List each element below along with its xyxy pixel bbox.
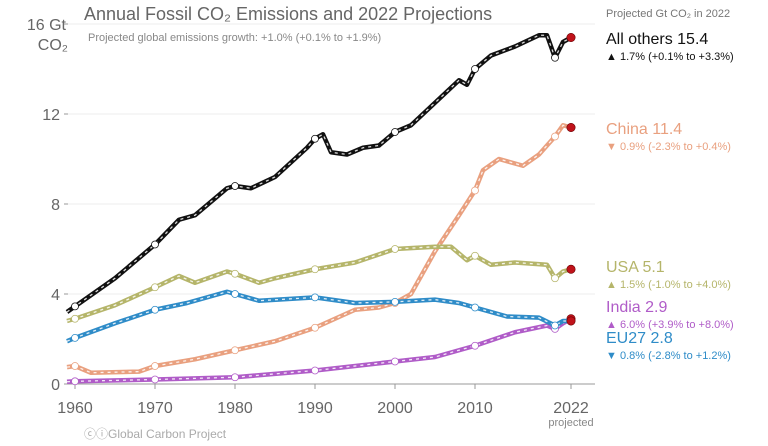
data-point bbox=[471, 303, 479, 312]
data-point bbox=[231, 346, 239, 355]
cc-icon: ⓒⓘ bbox=[84, 427, 108, 441]
data-point bbox=[311, 265, 319, 274]
legend-title: USA 5.1 bbox=[606, 259, 665, 276]
y-tick-label: 4 bbox=[51, 287, 60, 304]
data-point bbox=[311, 134, 319, 143]
legend-all-others: All others 15.4 ▲ 1.7% (+0.1% to +3.3%) bbox=[606, 31, 734, 63]
data-point bbox=[551, 274, 559, 283]
data-point bbox=[311, 366, 319, 375]
data-point bbox=[71, 302, 79, 311]
trend-down-icon: ▼ bbox=[606, 350, 620, 362]
trend-up-icon: ▲ bbox=[606, 319, 620, 331]
x-tick-label: 1980 bbox=[217, 400, 253, 417]
legend-india: India 2.9 ▲ 6.0% (+3.9% to +8.0%) bbox=[606, 299, 734, 331]
data-point bbox=[151, 305, 159, 314]
data-point bbox=[551, 321, 559, 330]
trend-up-icon: ▲ bbox=[606, 279, 620, 291]
series-eu27 bbox=[66, 289, 576, 344]
growth-text: 0.8% (-2.8% to +1.2%) bbox=[620, 350, 731, 362]
y-tick-label: 12 bbox=[42, 107, 60, 124]
data-point bbox=[471, 186, 479, 195]
data-point bbox=[471, 251, 479, 260]
projection-point bbox=[566, 264, 576, 274]
data-point bbox=[151, 240, 159, 249]
data-point bbox=[551, 132, 559, 141]
legend-china: China 11.4 ▼ 0.9% (-2.3% to +0.4%) bbox=[606, 121, 731, 153]
data-point bbox=[231, 373, 239, 382]
data-point bbox=[471, 65, 479, 73]
data-point bbox=[391, 245, 399, 253]
trend-up-icon: ▲ bbox=[606, 51, 620, 63]
series-line bbox=[66, 123, 572, 375]
y-tick-label: 8 bbox=[51, 197, 60, 214]
data-point bbox=[151, 375, 159, 384]
legend-growth: ▲ 6.0% (+3.9% to +8.0%) bbox=[606, 319, 734, 331]
legend-growth: ▼ 0.9% (-2.3% to +0.4%) bbox=[606, 141, 731, 153]
x-tick-label: 2022 bbox=[553, 400, 589, 417]
data-point bbox=[391, 128, 399, 136]
data-point bbox=[391, 297, 399, 306]
series-dash bbox=[66, 291, 571, 342]
series-usa bbox=[66, 244, 576, 324]
growth-text: 1.7% (+0.1% to +3.3%) bbox=[620, 51, 734, 63]
data-point bbox=[311, 293, 319, 302]
x-tick-label: 1960 bbox=[57, 400, 93, 417]
series-dash bbox=[66, 246, 572, 322]
x-tick-label: 2010 bbox=[457, 400, 493, 417]
x-tick-label: 2000 bbox=[377, 400, 413, 417]
chart-title: Annual Fossil CO₂ Emissions and 2022 Pro… bbox=[84, 4, 492, 24]
data-point bbox=[231, 269, 239, 278]
data-point bbox=[311, 323, 319, 332]
data-point bbox=[231, 290, 239, 298]
legend-header: Projected Gt CO₂ in 2022 bbox=[606, 8, 730, 20]
data-point bbox=[231, 182, 239, 190]
data-point bbox=[71, 377, 79, 386]
projection-point bbox=[566, 32, 576, 42]
legend-growth: ▲ 1.5% (-1.0% to +4.0%) bbox=[606, 279, 731, 291]
series-dash bbox=[66, 34, 572, 313]
legend-title: All others 15.4 bbox=[606, 31, 708, 48]
legend-title: EU27 2.8 bbox=[606, 330, 673, 347]
legend-growth: ▲ 1.7% (+0.1% to +3.3%) bbox=[606, 51, 734, 63]
data-point bbox=[551, 53, 559, 62]
data-point bbox=[71, 314, 79, 323]
series-all-others bbox=[65, 32, 576, 314]
trend-down-icon: ▼ bbox=[606, 141, 620, 153]
credit: ⓒⓘGlobal Carbon Project bbox=[84, 427, 227, 441]
y-unit-line2: CO₂ bbox=[38, 37, 68, 54]
legend-usa: USA 5.1 ▲ 1.5% (-1.0% to +4.0%) bbox=[606, 259, 731, 291]
growth-text: 1.5% (-1.0% to +4.0%) bbox=[620, 279, 731, 291]
projection-point bbox=[566, 316, 576, 326]
y-tick-label: 0 bbox=[51, 377, 60, 394]
legend-title: China 11.4 bbox=[606, 121, 682, 138]
data-point bbox=[151, 283, 159, 292]
data-point bbox=[151, 362, 159, 370]
projection-point bbox=[566, 123, 576, 133]
x-projected-label: projected bbox=[548, 417, 593, 429]
data-point bbox=[391, 357, 399, 366]
growth-text: 6.0% (+3.9% to +8.0%) bbox=[620, 319, 734, 331]
growth-text: 0.9% (-2.3% to +0.4%) bbox=[620, 141, 731, 153]
x-tick-label: 1990 bbox=[297, 400, 333, 417]
x-tick-label: 1970 bbox=[137, 400, 173, 417]
chart-subtitle: Projected global emissions growth: +1.0%… bbox=[88, 32, 381, 44]
data-point bbox=[71, 333, 79, 342]
legend-title: India 2.9 bbox=[606, 299, 667, 316]
legend-growth: ▼ 0.8% (-2.8% to +1.2%) bbox=[606, 350, 731, 362]
series-line bbox=[66, 289, 571, 344]
data-point bbox=[71, 362, 79, 370]
data-point bbox=[471, 341, 479, 350]
y-unit-line1: 16 Gt bbox=[27, 17, 67, 34]
legend-eu27: EU27 2.8 ▼ 0.8% (-2.8% to +1.2%) bbox=[606, 330, 731, 362]
